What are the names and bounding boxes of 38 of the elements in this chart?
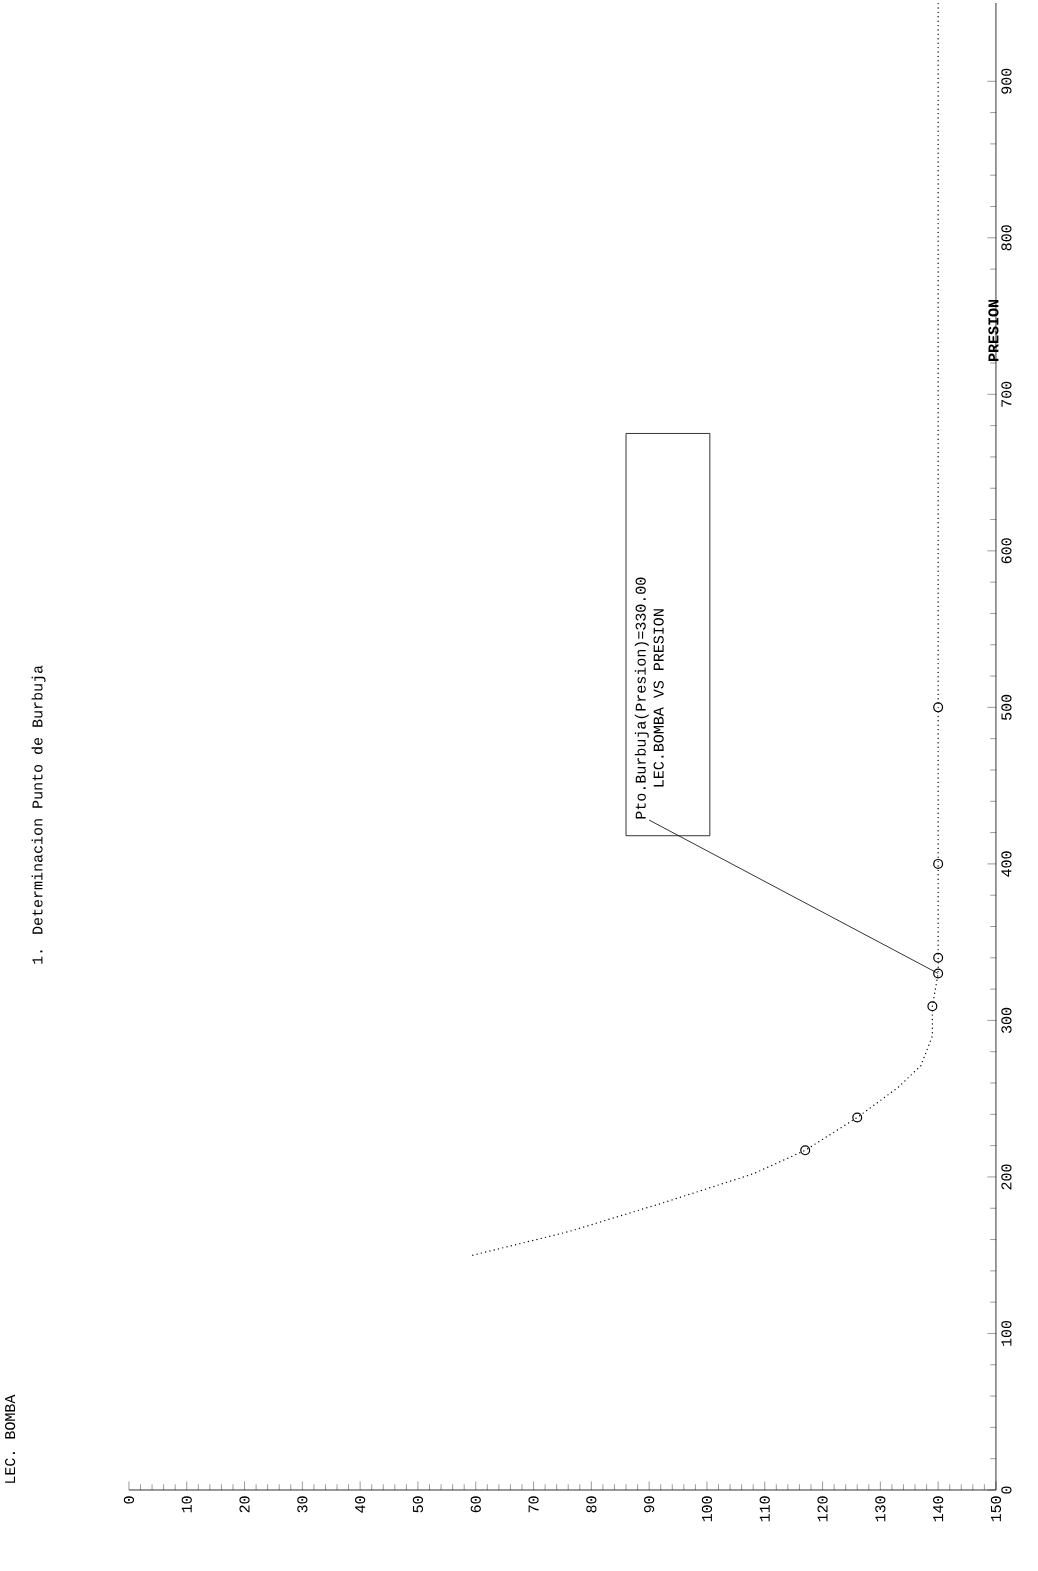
x-tick-label: 70 (528, 1496, 539, 1513)
y-tick-label: 100 (1001, 1320, 1012, 1346)
y-tick-label: 0 (1001, 1486, 1012, 1494)
annotation: Pto.Burbuja(Presion)=330.00 (634, 577, 649, 819)
x-tick-label: 150 (990, 1496, 1002, 1522)
x-tick-label: 40 (355, 1496, 366, 1513)
y-tick-label: 700 (1001, 381, 1012, 407)
x-tick-label: 80 (586, 1496, 597, 1513)
annotation: LEC.BOMBA VS PRESION (653, 609, 664, 787)
y-tick-label: 600 (1001, 538, 1012, 564)
point (933, 952, 944, 963)
point (933, 858, 944, 869)
x-tick-label: 20 (239, 1496, 250, 1513)
x-tick-label: 110 (759, 1496, 770, 1522)
y-tick-label: 900 (1001, 68, 1012, 94)
x-tick-label: 100 (701, 1496, 713, 1522)
x-tick-label: 120 (817, 1496, 828, 1522)
y-tick-label: 400 (1001, 851, 1012, 877)
x-tick-label: 30 (297, 1496, 308, 1513)
point (852, 1112, 863, 1123)
text: 1. Determinacion Punto de Burbuja (31, 665, 46, 964)
text: LEC. BOMBA (5, 1394, 16, 1483)
x-tick-label: 60 (470, 1496, 481, 1513)
y-tick-label: 500 (1001, 694, 1012, 720)
x-tick-label: 50 (412, 1496, 424, 1513)
y-tick-label: 800 (1001, 225, 1012, 251)
point (800, 1145, 811, 1156)
y-tick-label: 300 (1001, 1007, 1012, 1033)
x-tick-label: 90 (644, 1496, 655, 1513)
point (927, 1001, 938, 1012)
point (933, 702, 944, 713)
x-tick-label: 10 (181, 1496, 192, 1513)
x-tick-label: 0 (123, 1496, 135, 1504)
x-tick-label: 140 (933, 1496, 944, 1522)
y-tick-label: 200 (1001, 1164, 1012, 1190)
x-tick-label: 130 (875, 1496, 886, 1522)
point (933, 968, 944, 979)
y-axis-title: PRESION (988, 299, 999, 361)
